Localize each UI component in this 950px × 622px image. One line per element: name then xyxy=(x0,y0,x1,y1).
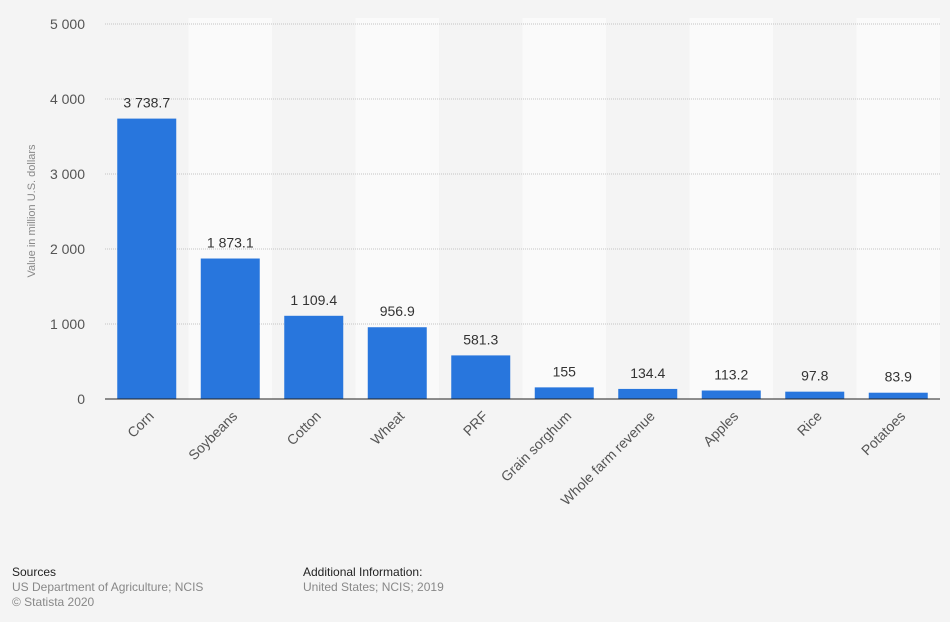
bar-wheat xyxy=(367,327,427,399)
column-band xyxy=(856,18,940,399)
value-label: 3 738.7 xyxy=(123,95,170,111)
sources-block: Sources US Department of Agriculture; NC… xyxy=(12,565,203,610)
x-tick-label: Grain sorghum xyxy=(498,408,575,485)
bar-chart: 3 738.7 1 873.1 1 109.4 956.9 581.3 155 134.4 1… xyxy=(26,16,940,509)
value-label: 1 109.4 xyxy=(290,292,337,308)
bar-grain-sorghum xyxy=(534,387,594,399)
value-label: 1 873.1 xyxy=(207,235,254,251)
x-tick-label: Wheat xyxy=(367,408,407,448)
value-label: 956.9 xyxy=(380,303,415,319)
bar-corn xyxy=(117,118,177,399)
sources-text[interactable]: US Department of Agriculture; NCIS xyxy=(12,580,204,594)
additional-info-text: United States; NCIS; 2019 xyxy=(303,580,444,594)
column-band xyxy=(522,18,606,399)
bar-rice xyxy=(785,391,845,399)
x-tick-label: Whole farm revenue xyxy=(557,408,658,509)
bar-soybeans xyxy=(200,258,260,399)
column-band xyxy=(689,18,773,399)
value-label: 83.9 xyxy=(885,369,912,385)
y-axis-label: Value in million U.S. dollars xyxy=(26,144,38,278)
value-label: 134.4 xyxy=(630,365,665,381)
bar-potatoes xyxy=(868,392,928,399)
x-tick-label: PRF xyxy=(460,408,491,439)
additional-info-title: Additional Information: xyxy=(303,565,423,579)
bar-whole-farm-revenue xyxy=(618,388,678,399)
x-tick-label: Potatoes xyxy=(858,408,908,458)
x-tick-label: Apples xyxy=(700,408,742,450)
value-label: 97.8 xyxy=(801,368,828,384)
additional-info-block: Additional Information: United States; N… xyxy=(303,565,444,595)
x-tick-label: Rice xyxy=(794,408,825,439)
value-label: 113.2 xyxy=(714,367,748,383)
y-tick-label: 5 000 xyxy=(50,16,85,32)
bar-apples xyxy=(701,390,761,399)
value-label: 155 xyxy=(553,363,577,379)
y-tick-label: 3 000 xyxy=(50,166,85,182)
bar-prf xyxy=(451,355,511,399)
y-tick-label: 0 xyxy=(77,391,85,407)
y-tick-label: 1 000 xyxy=(50,316,85,332)
y-tick-label: 4 000 xyxy=(50,91,85,107)
x-tick-label: Cotton xyxy=(283,408,323,448)
x-tick-label: Corn xyxy=(124,408,157,441)
value-label: 581.3 xyxy=(463,331,498,347)
sources-title: Sources xyxy=(12,565,57,579)
y-tick-label: 2 000 xyxy=(50,241,85,257)
copyright: © Statista 2020 xyxy=(12,595,95,609)
bar-cotton xyxy=(284,315,344,399)
x-tick-label: Soybeans xyxy=(185,408,240,463)
